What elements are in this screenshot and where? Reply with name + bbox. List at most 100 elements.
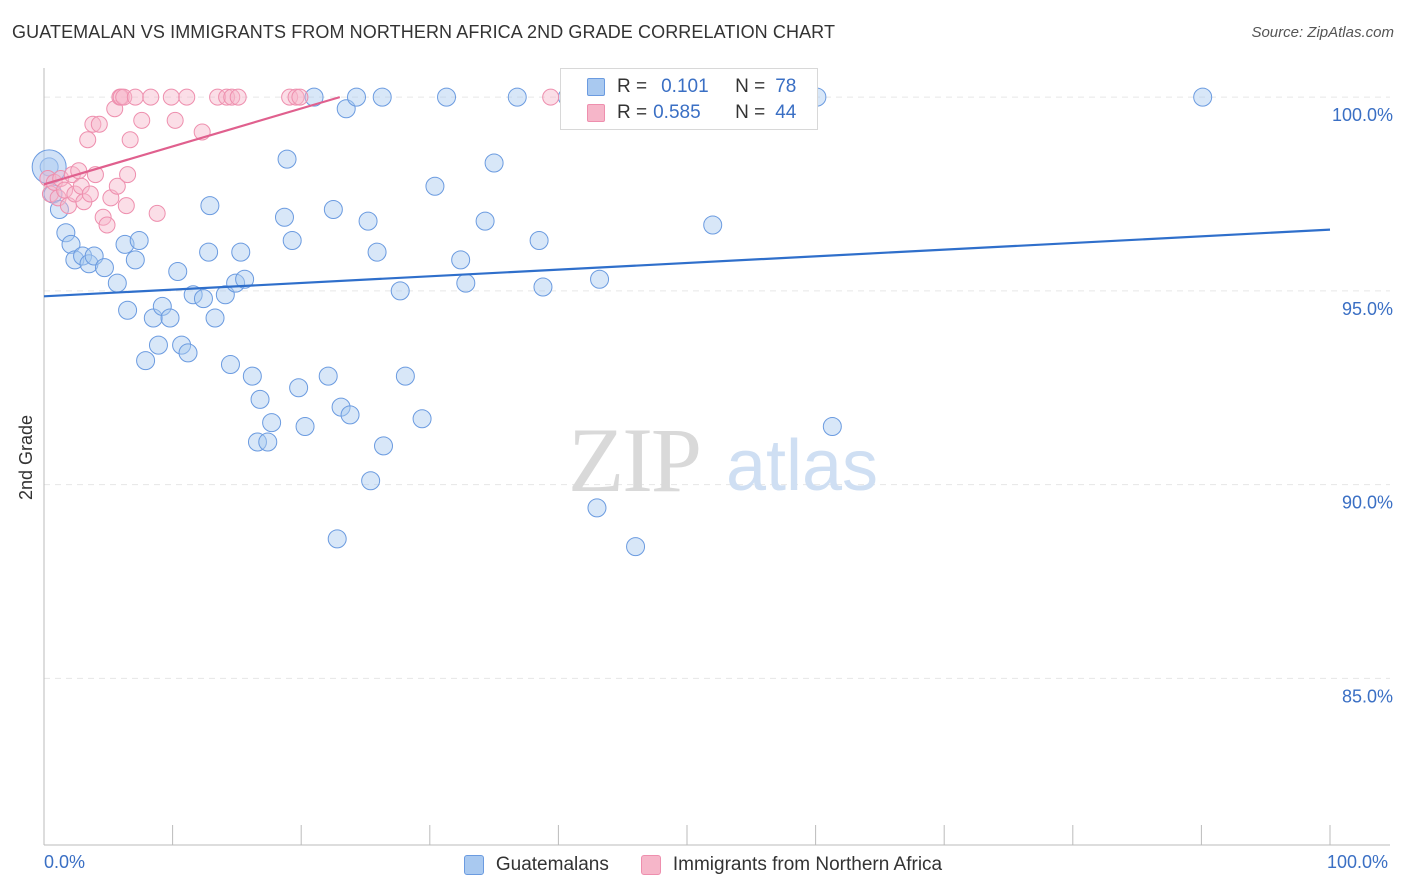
data-point xyxy=(107,273,127,293)
series-legend: Guatemalans Immigrants from Northern Afr… xyxy=(0,850,1406,880)
data-point xyxy=(218,88,236,106)
legend-row-guatemalans: R = 0.101 N = 78 xyxy=(587,75,796,99)
data-point xyxy=(484,153,504,173)
y-tick-label: 85.0% xyxy=(1342,686,1393,706)
legend-row-immigrants: R = 0.585 N = 44 xyxy=(587,101,796,125)
data-point xyxy=(115,234,135,254)
data-point xyxy=(340,405,360,425)
data-point xyxy=(822,417,842,436)
legend-label-guatemalans: Guatemalans xyxy=(495,854,609,875)
data-point xyxy=(703,215,723,235)
data-point xyxy=(160,308,180,328)
data-point xyxy=(262,413,282,433)
data-point xyxy=(295,417,315,436)
data-point xyxy=(287,88,305,106)
watermark-zip: ZIP xyxy=(568,409,700,511)
data-point xyxy=(235,269,255,289)
legend-swatch-pink xyxy=(587,104,605,122)
data-point xyxy=(193,289,213,309)
data-point xyxy=(274,207,294,227)
data-point xyxy=(304,87,324,107)
data-point xyxy=(162,88,180,106)
legend-label-immigrants: Immigrants from Northern Africa xyxy=(672,854,943,875)
trend-line-immigrants xyxy=(43,96,341,186)
data-point xyxy=(166,111,184,129)
y-tick-labels: 85.0% 90.0% 95.0% 100.0% xyxy=(1332,105,1393,706)
data-point xyxy=(291,88,309,106)
data-point xyxy=(178,343,198,363)
data-point xyxy=(258,432,278,452)
data-point xyxy=(361,471,381,491)
legend-r-value: 0.101 xyxy=(661,76,709,97)
trend-line-guatemalans xyxy=(43,228,1331,298)
data-point xyxy=(56,223,76,243)
data-point xyxy=(346,87,366,107)
data-point xyxy=(90,115,108,133)
data-point xyxy=(209,88,227,106)
data-point xyxy=(323,200,343,219)
data-point xyxy=(125,250,145,270)
data-point xyxy=(229,88,247,106)
data-point xyxy=(372,87,392,107)
legend-n-label: N = xyxy=(735,102,766,123)
axes xyxy=(43,68,1390,846)
legend-n-value: 44 xyxy=(775,102,797,123)
legend-r-value: 0.585 xyxy=(653,102,701,123)
data-point xyxy=(533,277,553,297)
data-point xyxy=(358,211,378,231)
data-point xyxy=(183,285,203,305)
data-point xyxy=(61,234,81,254)
data-point xyxy=(1193,87,1213,107)
data-point xyxy=(142,88,160,106)
y-tick-label: 90.0% xyxy=(1342,493,1393,513)
data-point xyxy=(126,88,144,106)
data-point xyxy=(148,335,168,355)
gridlines xyxy=(44,96,1390,679)
legend-swatch-pink xyxy=(640,855,661,875)
data-point xyxy=(108,177,126,195)
x-tick-label-min: 0.0% xyxy=(44,852,86,872)
series-guatemalans xyxy=(31,87,1213,557)
x-tick-label-max: 100.0% xyxy=(1327,852,1389,872)
data-point xyxy=(318,366,338,386)
trend-lines xyxy=(43,96,1331,298)
chart-title: GUATEMALAN VS IMMIGRANTS FROM NORTHERN A… xyxy=(12,22,836,42)
data-point xyxy=(115,88,133,106)
data-point xyxy=(121,131,139,149)
legend-n-label: N = xyxy=(735,76,766,97)
data-point xyxy=(136,351,156,371)
legend-r-label: R = xyxy=(617,76,648,97)
data-point xyxy=(133,111,151,129)
legend-item-guatemalans: Guatemalans xyxy=(463,854,609,876)
data-point xyxy=(205,308,225,328)
data-point xyxy=(81,185,99,203)
y-axis-label: 2nd Grade xyxy=(16,414,36,500)
data-point xyxy=(367,242,387,262)
data-point xyxy=(129,231,149,250)
data-point xyxy=(172,335,192,355)
data-point xyxy=(84,115,102,133)
legend-r-label: R = xyxy=(617,102,648,123)
data-point xyxy=(626,537,646,557)
data-point xyxy=(148,204,166,222)
data-point xyxy=(242,366,262,386)
source-credit: Source: ZipAtlas.com xyxy=(1251,24,1394,41)
data-point xyxy=(475,211,495,231)
data-point xyxy=(73,246,93,266)
data-point xyxy=(200,196,220,216)
data-point xyxy=(168,262,188,281)
data-point xyxy=(451,250,471,270)
data-point xyxy=(223,88,241,106)
data-point xyxy=(590,269,610,289)
legend-item-immigrants: Immigrants from Northern Africa xyxy=(640,854,943,876)
data-point xyxy=(94,208,112,226)
data-point xyxy=(119,166,137,184)
data-point xyxy=(79,131,97,149)
y-tick-label: 100.0% xyxy=(1332,105,1393,125)
data-point xyxy=(507,87,527,107)
data-point xyxy=(390,281,410,301)
data-point xyxy=(327,529,347,549)
watermark-atlas: atlas xyxy=(726,426,878,506)
data-point xyxy=(247,432,267,452)
data-point xyxy=(231,242,251,262)
